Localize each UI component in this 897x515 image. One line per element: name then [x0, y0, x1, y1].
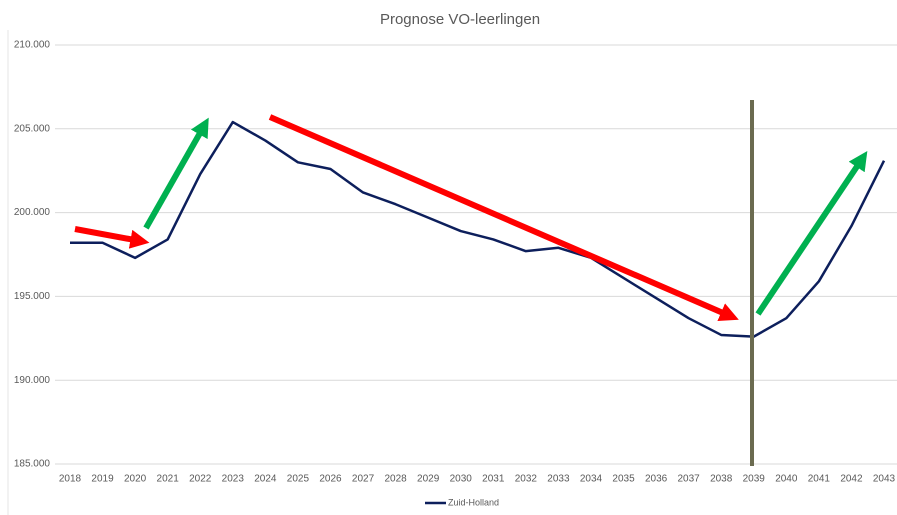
- x-tick-label: 2031: [482, 474, 505, 485]
- x-tick-label: 2018: [59, 474, 82, 485]
- x-tick-label: 2029: [417, 474, 440, 485]
- x-tick-label: 2027: [352, 474, 375, 485]
- y-tick-label: 190.000: [14, 375, 51, 386]
- y-tick-label: 195.000: [14, 291, 51, 302]
- chart-title: Prognose VO-leerlingen: [380, 11, 540, 28]
- x-tick-label: 2020: [124, 474, 147, 485]
- x-tick-label: 2036: [645, 474, 668, 485]
- x-tick-label: 2039: [743, 474, 766, 485]
- x-tick-label: 2038: [710, 474, 733, 485]
- arrow: [755, 151, 868, 316]
- y-tick-label: 185.000: [14, 459, 51, 470]
- x-tick-label: 2028: [384, 474, 407, 485]
- arrow: [268, 114, 739, 321]
- x-tick-label: 2026: [319, 474, 342, 485]
- x-tick-label: 2022: [189, 474, 212, 485]
- y-tick-label: 205.000: [14, 123, 51, 134]
- y-tick-label: 210.000: [14, 40, 51, 51]
- x-tick-label: 2033: [547, 474, 570, 485]
- x-tick-label: 2043: [873, 474, 896, 485]
- x-tick-label: 2025: [287, 474, 310, 485]
- x-tick-label: 2034: [580, 474, 603, 485]
- x-tick-label: 2032: [515, 474, 538, 485]
- x-tick-label: 2030: [450, 474, 473, 485]
- arrow: [74, 226, 150, 249]
- x-tick-label: 2035: [612, 474, 635, 485]
- arrow: [143, 117, 209, 230]
- x-tick-label: 2024: [254, 474, 277, 485]
- y-tick-label: 200.000: [14, 207, 51, 218]
- series-line: [70, 120, 886, 338]
- x-tick-label: 2040: [775, 474, 798, 485]
- x-tick-label: 2037: [678, 474, 701, 485]
- x-tick-label: 2019: [91, 474, 114, 485]
- x-tick-label: 2023: [222, 474, 245, 485]
- x-tick-label: 2021: [157, 474, 180, 485]
- x-tick-label: 2041: [808, 474, 831, 485]
- legend-label: Zuid-Holland: [448, 497, 499, 507]
- x-tick-label: 2042: [840, 474, 863, 485]
- arrows: [74, 114, 868, 321]
